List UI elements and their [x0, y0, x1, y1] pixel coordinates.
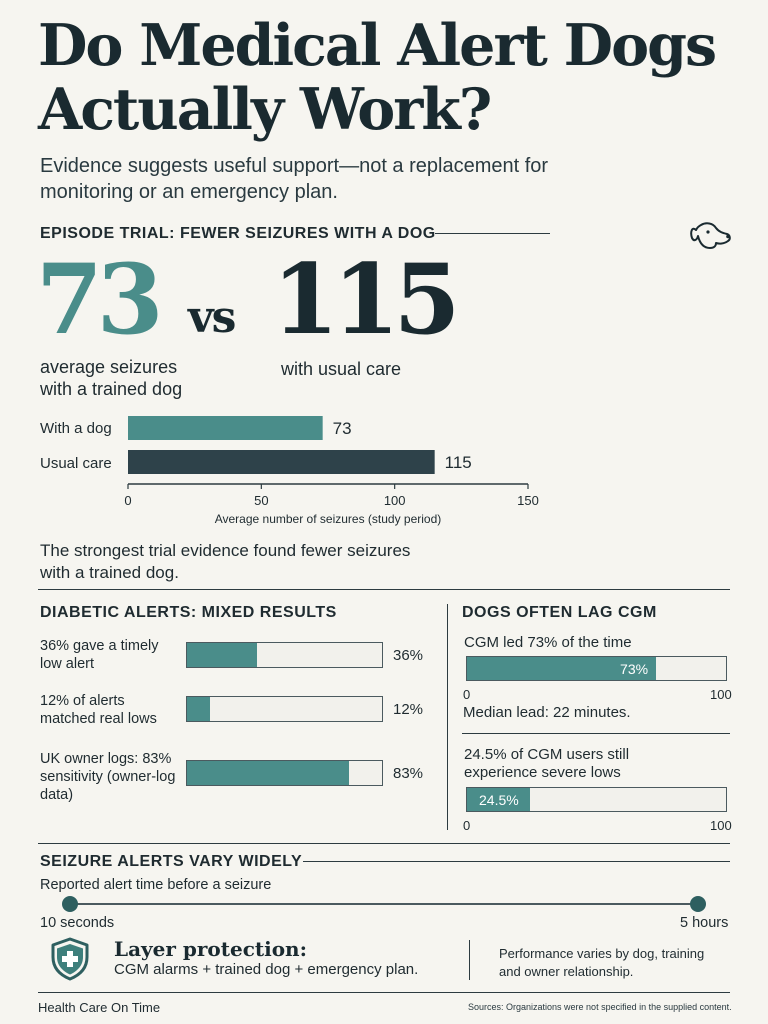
range-min-label: 10 seconds: [40, 915, 115, 931]
cgm-led-axis-max: 100: [710, 687, 732, 702]
page-subtitle: Evidence suggests useful support—not a r…: [40, 155, 549, 203]
usual-caption: with usual care: [281, 359, 402, 379]
cgm-median-label: Median lead: 22 minutes.: [463, 704, 631, 721]
vs-label: vs: [188, 292, 236, 343]
diabetic-heading: DIABETIC ALERTS: MIXED RESULTS: [40, 604, 337, 621]
diabetic-bar-fill-1: [187, 643, 258, 667]
bar-value-label-1: 115: [445, 453, 472, 472]
episode-x-axis-label: Average number of seizures (study period…: [214, 512, 442, 526]
cgm-heading: DOGS OFTEN LAG CGM: [462, 604, 657, 621]
episode-bar-chart: 73 115 0 50 100 150: [124, 416, 539, 508]
cgm-led-label: CGM led 73% of the time: [464, 634, 632, 651]
diabetic-label-2: 12% of alerts matched real lows: [40, 693, 157, 727]
protection-note: Performance varies by dog, training and …: [499, 946, 705, 979]
usual-seizure-number: 115: [272, 243, 460, 356]
diabetic-label-1: 36% gave a timely low alert: [40, 638, 159, 672]
dog-caption: average seizures with a trained dog: [40, 357, 183, 399]
cgm-led-bar-value: 73%: [620, 660, 649, 677]
footer-sources: Sources: Organizations were not specifie…: [468, 1002, 732, 1012]
seizure-alerts-sublabel: Reported alert time before a seizure: [40, 877, 272, 893]
section-divider-2: [38, 843, 730, 844]
diabetic-value-2: 12%: [393, 701, 424, 718]
diabetic-bar-track-2: [186, 696, 383, 722]
protection-heading: Layer protection:: [114, 937, 307, 961]
cgm-led-bar-track: 73%: [466, 656, 727, 681]
dog-seizure-number: 73: [36, 243, 164, 356]
cgm-divider: [462, 733, 730, 734]
bar-1: [128, 450, 435, 474]
cgm-severe-label: 24.5% of CGM users still experience seve…: [464, 746, 630, 781]
episode-heading-rule: [435, 233, 550, 234]
cgm-led-bar-fill: 73%: [467, 657, 657, 680]
cgm-severe-axis-max: 100: [710, 818, 732, 833]
diabetic-bar-track-1: [186, 642, 383, 668]
diabetic-bar-fill-3: [187, 761, 349, 785]
cgm-severe-bar-fill: 24.5%: [467, 788, 531, 811]
diabetic-label-3: UK owner logs: 83% sensitivity (owner-lo…: [40, 751, 176, 803]
x-tick-label-3: 150: [517, 493, 539, 508]
range-end-dot: [690, 896, 706, 912]
section-divider-1: [38, 589, 730, 590]
range-max-label: 5 hours: [680, 915, 729, 931]
seizure-alerts-heading-rule: [303, 861, 730, 862]
diabetic-bar-fill-2: [187, 697, 211, 721]
episode-heading: EPISODE TRIAL: FEWER SEIZURES WITH A DOG: [40, 225, 436, 242]
bar-value-label-0: 73: [333, 419, 352, 438]
range-start-dot: [62, 896, 78, 912]
diabetic-value-1: 36%: [393, 647, 424, 664]
bar-0: [128, 416, 323, 440]
shield-plus-icon: [50, 937, 90, 981]
cgm-led-axis-min: 0: [463, 687, 471, 702]
x-tick-label-0: 0: [124, 493, 131, 508]
episode-summary: The strongest trial evidence found fewer…: [40, 541, 411, 582]
diabetic-bar-track-3: [186, 760, 383, 786]
section-divider-vertical: [447, 604, 448, 830]
bar-category-usual: Usual care: [40, 455, 112, 472]
page-title: Do Medical Alert Dogs Actually Work?: [38, 12, 717, 143]
x-tick-label-2: 100: [384, 493, 406, 508]
seizure-alerts-heading: SEIZURE ALERTS VARY WIDELY: [40, 853, 303, 870]
x-tick-label-1: 50: [254, 493, 268, 508]
range-line: [70, 903, 698, 905]
dog-head-icon: [686, 216, 734, 256]
cgm-severe-bar-track: 24.5%: [466, 787, 727, 812]
diabetic-value-3: 83%: [393, 765, 424, 782]
protection-divider: [469, 940, 470, 980]
footer-brand: Health Care On Time: [38, 1000, 161, 1015]
cgm-severe-axis-min: 0: [463, 818, 471, 833]
cgm-severe-bar-value: 24.5%: [479, 791, 519, 808]
footer-rule: [38, 992, 730, 993]
bar-category-dog: With a dog: [40, 420, 112, 437]
protection-text: CGM alarms + trained dog + emergency pla…: [114, 961, 419, 978]
